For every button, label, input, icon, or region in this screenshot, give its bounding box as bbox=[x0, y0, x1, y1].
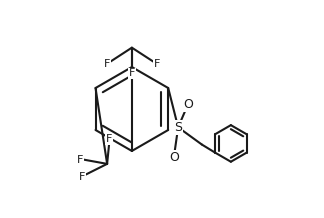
Text: F: F bbox=[79, 172, 86, 182]
Text: O: O bbox=[183, 98, 193, 111]
Text: F: F bbox=[77, 155, 83, 165]
Text: F: F bbox=[106, 134, 112, 144]
Text: F: F bbox=[104, 59, 110, 69]
Text: F: F bbox=[154, 59, 160, 69]
Text: S: S bbox=[174, 121, 182, 134]
Text: F: F bbox=[129, 68, 135, 78]
Text: O: O bbox=[169, 151, 179, 164]
